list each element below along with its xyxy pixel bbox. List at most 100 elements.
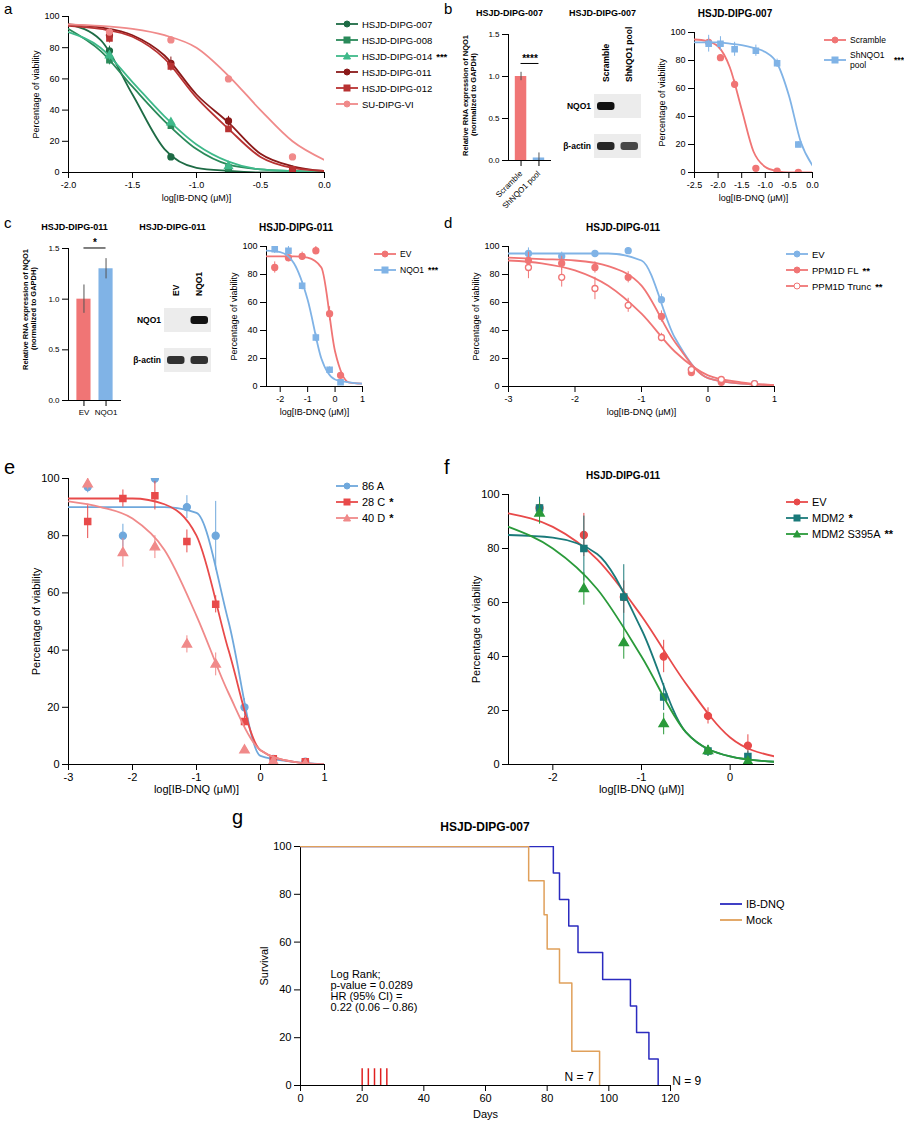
- svg-text:-1: -1: [304, 394, 312, 404]
- svg-text:60: 60: [49, 74, 59, 84]
- svg-text:-2: -2: [548, 771, 558, 783]
- svg-text:****: ****: [522, 53, 538, 64]
- svg-text:20: 20: [47, 701, 59, 713]
- svg-text:40: 40: [279, 983, 291, 995]
- svg-text:Days: Days: [473, 1108, 499, 1120]
- svg-text:-3: -3: [64, 771, 74, 783]
- svg-text:NQO1: NQO1: [95, 408, 118, 417]
- svg-text:100: 100: [242, 241, 257, 251]
- svg-text:EV: EV: [79, 408, 90, 417]
- svg-text:0.0: 0.0: [806, 180, 819, 190]
- svg-text:60: 60: [479, 1092, 491, 1104]
- svg-text:60: 60: [489, 297, 499, 307]
- svg-text:Percentage of viability: Percentage of viability: [30, 567, 42, 675]
- svg-text:40: 40: [49, 105, 59, 115]
- svg-text:60: 60: [279, 936, 291, 948]
- svg-text:EV: EV: [171, 284, 181, 296]
- svg-text:80: 80: [487, 542, 499, 554]
- svg-text:0: 0: [257, 771, 263, 783]
- svg-text:100: 100: [484, 241, 499, 251]
- svg-text:0: 0: [705, 394, 710, 404]
- svg-text:N = 9: N = 9: [672, 1074, 701, 1088]
- svg-text:0: 0: [53, 758, 59, 770]
- svg-text:1: 1: [772, 394, 777, 404]
- svg-text:1.0: 1.0: [488, 72, 500, 81]
- svg-text:Percentage of viability: Percentage of viability: [471, 272, 481, 361]
- svg-text:0: 0: [285, 1079, 291, 1091]
- svg-text:20: 20: [487, 704, 499, 716]
- svg-text:ShNQO1 pool: ShNQO1 pool: [501, 169, 543, 208]
- svg-text:-1: -1: [637, 394, 645, 404]
- svg-text:0: 0: [252, 381, 257, 391]
- svg-text:100: 100: [481, 488, 499, 500]
- svg-text:80: 80: [247, 269, 257, 279]
- svg-text:N = 7: N = 7: [565, 1070, 594, 1084]
- svg-text:-2: -2: [128, 771, 138, 783]
- svg-text:-2.0: -2.0: [61, 180, 77, 190]
- svg-text:NQO1: NQO1: [567, 101, 591, 111]
- svg-text:100: 100: [600, 1092, 618, 1104]
- svg-text:80: 80: [489, 269, 499, 279]
- svg-text:100: 100: [670, 27, 685, 37]
- svg-text:-2.5: -2.5: [687, 180, 703, 190]
- svg-text:1.5: 1.5: [48, 244, 60, 253]
- svg-text:100: 100: [41, 472, 59, 484]
- svg-text:-3: -3: [504, 394, 512, 404]
- svg-text:0: 0: [680, 167, 685, 177]
- svg-text:80: 80: [279, 888, 291, 900]
- svg-text:0.0: 0.0: [488, 156, 500, 165]
- svg-text:Percentage of viability: Percentage of viability: [31, 50, 41, 139]
- svg-text:-2: -2: [571, 394, 579, 404]
- svg-text:Percentage of viability: Percentage of viability: [657, 58, 667, 147]
- svg-text:-1.0: -1.0: [189, 180, 205, 190]
- svg-text:0: 0: [54, 167, 59, 177]
- svg-text:log[IB-DNQ (μM)]: log[IB-DNQ (μM)]: [607, 407, 677, 417]
- svg-text:20: 20: [356, 1092, 368, 1104]
- svg-text:Percentage of viability: Percentage of viability: [470, 575, 482, 683]
- svg-text:40: 40: [47, 644, 59, 656]
- svg-text:0: 0: [297, 1092, 303, 1104]
- svg-text:-1: -1: [192, 771, 202, 783]
- svg-text:log[IB-DNQ (μM)]: log[IB-DNQ (μM)]: [162, 193, 232, 203]
- svg-text:-1.0: -1.0: [758, 180, 774, 190]
- svg-text:-2: -2: [276, 394, 284, 404]
- svg-text:20: 20: [247, 353, 257, 363]
- svg-text:*: *: [93, 238, 97, 248]
- svg-text:0.0: 0.0: [48, 396, 60, 405]
- svg-text:β-actin: β-actin: [133, 355, 161, 365]
- svg-text:0: 0: [493, 758, 499, 770]
- svg-text:Scramble: Scramble: [601, 43, 611, 82]
- svg-text:Survival: Survival: [258, 946, 270, 985]
- svg-text:-1: -1: [637, 771, 647, 783]
- svg-text:NQO1: NQO1: [194, 272, 204, 296]
- svg-text:0: 0: [727, 771, 733, 783]
- svg-text:0: 0: [333, 394, 338, 404]
- svg-text:100: 100: [273, 840, 291, 852]
- svg-text:-0.5: -0.5: [253, 180, 269, 190]
- svg-text:log[IB-DNQ (μM)]: log[IB-DNQ (μM)]: [719, 193, 789, 203]
- svg-text:-0.5: -0.5: [781, 180, 797, 190]
- svg-text:80: 80: [541, 1092, 553, 1104]
- svg-text:40: 40: [418, 1092, 430, 1104]
- svg-text:β-actin: β-actin: [563, 141, 591, 151]
- svg-text:log[IB-DNQ (μM)]: log[IB-DNQ (μM)]: [599, 783, 684, 795]
- svg-text:1.5: 1.5: [488, 30, 500, 39]
- svg-text:20: 20: [489, 353, 499, 363]
- svg-text:80: 80: [47, 529, 59, 541]
- svg-text:0.5: 0.5: [48, 345, 60, 354]
- svg-text:log[IB-DNQ (μM)]: log[IB-DNQ (μM)]: [154, 783, 239, 795]
- svg-text:Percentage of viability: Percentage of viability: [229, 272, 239, 361]
- svg-text:20: 20: [675, 139, 685, 149]
- svg-text:-1.5: -1.5: [734, 180, 750, 190]
- svg-text:60: 60: [487, 596, 499, 608]
- svg-text:0.5: 0.5: [488, 114, 500, 123]
- svg-text:120: 120: [661, 1092, 679, 1104]
- svg-text:1: 1: [360, 394, 365, 404]
- svg-text:-2.0: -2.0: [710, 180, 726, 190]
- svg-text:ShNQO1 pool: ShNQO1 pool: [624, 27, 634, 82]
- svg-text:60: 60: [247, 297, 257, 307]
- svg-text:60: 60: [675, 83, 685, 93]
- svg-text:-1.5: -1.5: [125, 180, 141, 190]
- svg-text:0: 0: [494, 381, 499, 391]
- svg-text:log[IB-DNQ (μM)]: log[IB-DNQ (μM)]: [280, 407, 350, 417]
